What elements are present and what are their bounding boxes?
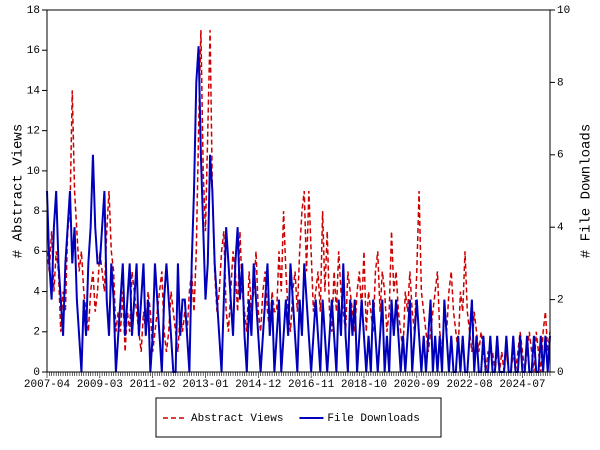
y2-tick-label: 2	[557, 295, 564, 307]
y2-tick-label: 6	[557, 150, 564, 162]
y-tick-label: 2	[33, 327, 40, 339]
y2-tick-label: 0	[557, 367, 564, 379]
y-tick-label: 14	[27, 85, 41, 97]
x-tick-label: 2011-02	[130, 379, 176, 391]
x-tick-label: 2007-04	[24, 379, 71, 391]
x-tick-label: 2024-07	[499, 379, 545, 391]
y-tick-label: 16	[27, 45, 40, 57]
y2-axis-title: # File Downloads	[579, 124, 595, 258]
legend-label: Abstract Views	[191, 413, 283, 425]
y-tick-label: 4	[33, 286, 40, 298]
x-tick-label: 2013-01	[182, 379, 229, 391]
y2-tick-label: 8	[557, 77, 564, 89]
x-tick-label: 2016-11	[288, 379, 335, 391]
y-axis-title: # Abstract Views	[11, 124, 27, 258]
y-tick-label: 0	[33, 367, 40, 379]
y-tick-label: 18	[27, 5, 40, 17]
legend-label: File Downloads	[327, 413, 419, 425]
y-tick-label: 10	[27, 166, 40, 178]
x-tick-label: 2022-08	[447, 379, 493, 391]
plot-frame	[46, 9, 551, 373]
x-tick-label: 2018-10	[341, 379, 387, 391]
y2-tick-label: 4	[557, 222, 564, 234]
y2-tick-label: 10	[557, 5, 570, 17]
x-tick-label: 2009-03	[77, 379, 123, 391]
x-tick-label: 2014-12	[235, 379, 281, 391]
x-tick-label: 2020-09	[394, 379, 440, 391]
legend-box	[155, 397, 442, 438]
y-tick-label: 6	[33, 246, 40, 258]
legend: Abstract Views File Downloads	[155, 397, 442, 438]
y-tick-label: 12	[27, 126, 40, 138]
data-line	[46, 46, 551, 373]
y-tick-label: 8	[33, 206, 40, 218]
